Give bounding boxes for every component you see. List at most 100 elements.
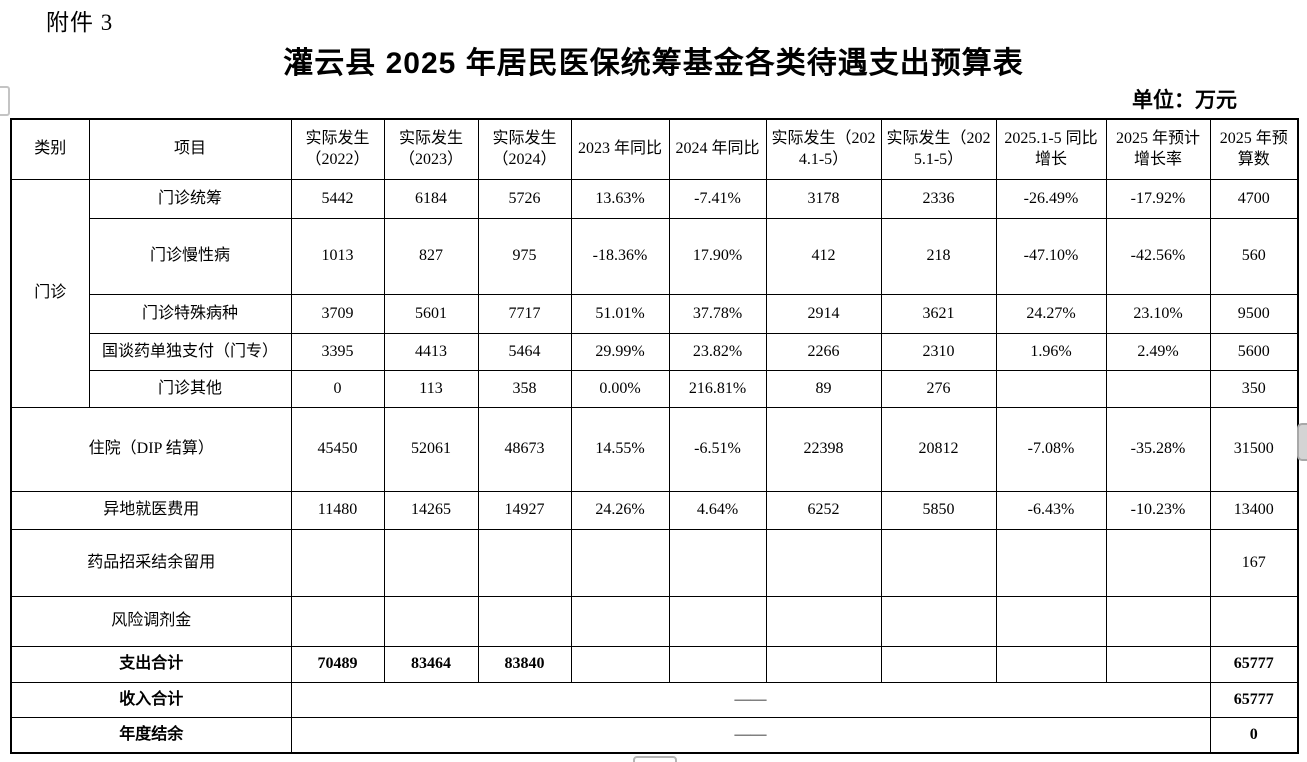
budget-value-cell: 0 bbox=[1209, 716, 1299, 754]
data-cell: 3178 bbox=[765, 178, 882, 219]
column-header: 2023 年同比 bbox=[570, 118, 670, 180]
data-cell: 113 bbox=[383, 369, 479, 408]
data-cell: 14.55% bbox=[570, 406, 670, 492]
data-cell: 2310 bbox=[880, 332, 997, 371]
data-cell: 5442 bbox=[290, 178, 385, 219]
data-cell bbox=[765, 645, 882, 683]
budget-table: 类别 项目 实际发生（2022） 实际发生（2023） 实际发生（2024） 2023 年… bbox=[10, 118, 1299, 754]
data-cell: 0 bbox=[290, 369, 385, 408]
data-cell: -47.10% bbox=[995, 217, 1107, 295]
attachment-label: 附件 3 bbox=[46, 10, 114, 35]
data-cell: 5464 bbox=[477, 332, 572, 371]
data-cell: -42.56% bbox=[1105, 217, 1211, 295]
data-cell: 20812 bbox=[880, 406, 997, 492]
data-cell: -18.36% bbox=[570, 217, 670, 295]
data-cell: -7.41% bbox=[668, 178, 767, 219]
data-cell bbox=[1105, 595, 1211, 647]
row-label: 国谈药单独支付（门专） bbox=[88, 332, 292, 371]
data-cell: 14265 bbox=[383, 490, 479, 530]
row-label: 门诊慢性病 bbox=[88, 217, 292, 295]
data-cell bbox=[880, 528, 997, 597]
data-cell bbox=[570, 645, 670, 683]
bottom-scrollbar-fragment[interactable] bbox=[633, 756, 677, 762]
data-cell: 31500 bbox=[1209, 406, 1299, 492]
data-cell bbox=[1209, 595, 1299, 647]
data-cell: 24.27% bbox=[995, 293, 1107, 334]
data-cell bbox=[765, 528, 882, 597]
category-cell: 门诊 bbox=[10, 178, 90, 408]
data-cell: 4413 bbox=[383, 332, 479, 371]
data-cell: 29.99% bbox=[570, 332, 670, 371]
data-cell: 167 bbox=[1209, 528, 1299, 597]
data-cell: 24.26% bbox=[570, 490, 670, 530]
data-cell: 45450 bbox=[290, 406, 385, 492]
data-cell: 276 bbox=[880, 369, 997, 408]
data-cell: 5850 bbox=[880, 490, 997, 530]
data-cell: -17.92% bbox=[1105, 178, 1211, 219]
row-label: 风险调剂金 bbox=[10, 595, 292, 647]
data-cell: 13400 bbox=[1209, 490, 1299, 530]
data-cell: 13.63% bbox=[570, 178, 670, 219]
data-cell bbox=[383, 595, 479, 647]
data-cell: 350 bbox=[1209, 369, 1299, 408]
column-header: 实际发生（2024） bbox=[477, 118, 572, 180]
column-header: 2024 年同比 bbox=[668, 118, 767, 180]
data-cell bbox=[880, 645, 997, 683]
column-header: 项目 bbox=[88, 118, 292, 180]
data-cell: 48673 bbox=[477, 406, 572, 492]
data-cell: -26.49% bbox=[995, 178, 1107, 219]
row-label: 支出合计 bbox=[10, 645, 292, 683]
data-cell: -10.23% bbox=[1105, 490, 1211, 530]
column-header: 类别 bbox=[10, 118, 90, 180]
data-cell: 37.78% bbox=[668, 293, 767, 334]
left-scrollbar-fragment[interactable] bbox=[0, 86, 10, 116]
column-header: 实际发生（2024.1-5） bbox=[765, 118, 882, 180]
data-cell: -7.08% bbox=[995, 406, 1107, 492]
merged-dash-cell: —— bbox=[290, 716, 1211, 754]
data-cell: 3621 bbox=[880, 293, 997, 334]
data-cell bbox=[1105, 528, 1211, 597]
data-cell: 218 bbox=[880, 217, 997, 295]
data-cell: 52061 bbox=[383, 406, 479, 492]
data-cell: 3709 bbox=[290, 293, 385, 334]
column-header: 实际发生（2025.1-5） bbox=[880, 118, 997, 180]
row-label: 收入合计 bbox=[10, 681, 292, 718]
data-cell: 11480 bbox=[290, 490, 385, 530]
data-cell: 83840 bbox=[477, 645, 572, 683]
data-cell: 5726 bbox=[477, 178, 572, 219]
data-cell: 5600 bbox=[1209, 332, 1299, 371]
data-cell: 51.01% bbox=[570, 293, 670, 334]
page-title: 灌云县 2025 年居民医保统筹基金各类待遇支出预算表 bbox=[283, 47, 1024, 80]
column-header: 2025.1-5 同比增长 bbox=[995, 118, 1107, 180]
data-cell: 3395 bbox=[290, 332, 385, 371]
row-label: 门诊统筹 bbox=[88, 178, 292, 219]
data-cell bbox=[668, 528, 767, 597]
data-cell bbox=[383, 528, 479, 597]
data-cell: 9500 bbox=[1209, 293, 1299, 334]
data-cell: 2.49% bbox=[1105, 332, 1211, 371]
data-cell: 14927 bbox=[477, 490, 572, 530]
data-cell: 6184 bbox=[383, 178, 479, 219]
data-cell bbox=[570, 528, 670, 597]
data-cell bbox=[290, 595, 385, 647]
data-cell: -6.43% bbox=[995, 490, 1107, 530]
data-cell: 23.10% bbox=[1105, 293, 1211, 334]
data-cell: -6.51% bbox=[668, 406, 767, 492]
data-cell bbox=[290, 528, 385, 597]
row-label: 门诊其他 bbox=[88, 369, 292, 408]
right-scrollbar-thumb[interactable] bbox=[1297, 423, 1307, 461]
data-cell: 2266 bbox=[765, 332, 882, 371]
data-cell: 412 bbox=[765, 217, 882, 295]
data-cell: 6252 bbox=[765, 490, 882, 530]
data-cell: 70489 bbox=[290, 645, 385, 683]
data-cell: 7717 bbox=[477, 293, 572, 334]
data-cell: 2914 bbox=[765, 293, 882, 334]
data-cell bbox=[668, 645, 767, 683]
data-cell: -35.28% bbox=[1105, 406, 1211, 492]
data-cell: 560 bbox=[1209, 217, 1299, 295]
data-cell bbox=[1105, 369, 1211, 408]
data-cell: 65777 bbox=[1209, 645, 1299, 683]
data-cell: 216.81% bbox=[668, 369, 767, 408]
column-header: 2025 年预算数 bbox=[1209, 118, 1299, 180]
